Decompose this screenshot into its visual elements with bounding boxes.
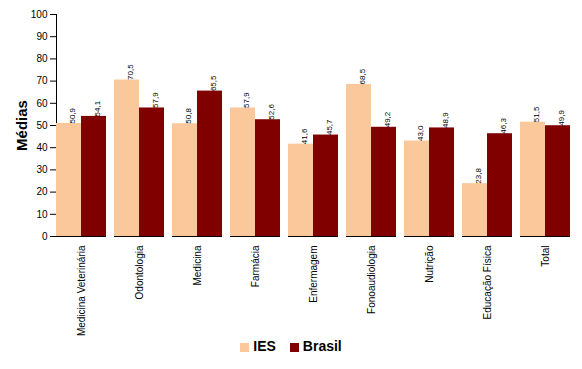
svg-text:50,8: 50,8 [184,108,193,124]
svg-text:49,9: 49,9 [557,110,566,126]
svg-text:Fonoaudiologia: Fonoaudiologia [366,245,377,314]
svg-text:48,9: 48,9 [441,112,450,128]
svg-text:51,5: 51,5 [532,106,541,122]
svg-text:57,9: 57,9 [151,92,160,108]
svg-text:0: 0 [42,231,48,242]
svg-text:52,6: 52,6 [267,104,276,120]
svg-text:45,7: 45,7 [325,119,334,135]
svg-text:50,9: 50,9 [68,107,77,123]
svg-text:Odontologia: Odontologia [134,245,145,299]
html-text:IES: IES [253,338,276,354]
svg-text:Farmácia: Farmácia [250,245,261,287]
svg-text:30: 30 [36,164,48,175]
svg-text:10: 10 [36,209,48,220]
svg-text:90: 90 [36,31,48,42]
svg-text:23,8: 23,8 [474,168,483,184]
svg-text:100: 100 [31,9,48,20]
svg-text:70: 70 [36,75,48,86]
svg-text:Medicina Veterinária: Medicina Veterinária [76,245,87,336]
html-text:Brasil: Brasil [302,338,342,354]
svg-text:50: 50 [36,120,48,131]
svg-text:54,1: 54,1 [93,100,102,116]
svg-text:80: 80 [36,53,48,64]
svg-text:Nutrição: Nutrição [424,245,435,283]
svg-text:46,3: 46,3 [499,118,508,134]
svg-text:65,5: 65,5 [209,75,218,91]
svg-text:Educação Física: Educação Física [482,245,493,319]
svg-text:40: 40 [36,142,48,153]
svg-text:Total: Total [540,246,551,267]
svg-text:60: 60 [36,98,48,109]
svg-text:57,9: 57,9 [242,92,251,108]
svg-text:41,6: 41,6 [300,128,309,144]
svg-text:43,0: 43,0 [416,125,425,141]
svg-text:Medicina: Medicina [192,245,203,285]
svg-text:Enfermagem: Enfermagem [308,246,319,303]
svg-text:Médias: Médias [13,100,30,151]
svg-text:70,5: 70,5 [126,64,135,80]
svg-text:49,2: 49,2 [383,111,392,127]
svg-text:20: 20 [36,186,48,197]
svg-text:68,5: 68,5 [358,68,367,84]
